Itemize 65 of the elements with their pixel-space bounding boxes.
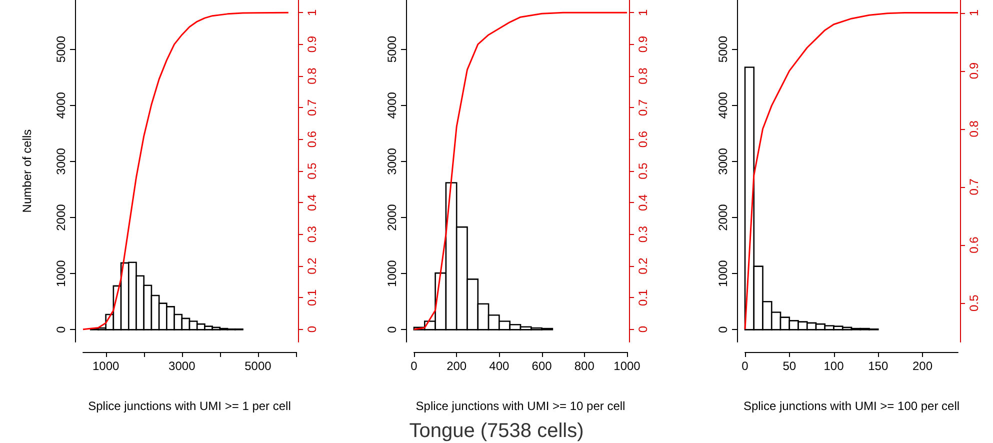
y-tick-label: 2000 bbox=[385, 204, 399, 231]
x-axis-title: Splice junctions with UMI >= 10 per cell bbox=[416, 399, 626, 413]
y-tick-label: 0 bbox=[54, 326, 68, 334]
y-tick-label: 5000 bbox=[54, 36, 68, 63]
x-tick-label: 200 bbox=[912, 359, 933, 373]
y2-tick-label: 0.8 bbox=[305, 67, 319, 84]
x-tick-label: 0 bbox=[742, 359, 749, 373]
x-axis-title: Splice junctions with UMI >= 100 per cell bbox=[743, 399, 960, 413]
y2-tick-label: 0.3 bbox=[636, 226, 650, 243]
y2-tick-label: 0.1 bbox=[305, 289, 319, 306]
y2-tick-label: 0.2 bbox=[305, 257, 319, 274]
x-tick-label: 600 bbox=[532, 359, 552, 373]
y2-tick-label: 0.7 bbox=[305, 99, 319, 116]
y2-tick-label: 0.6 bbox=[636, 130, 650, 148]
y2-tick-label: 0.7 bbox=[967, 178, 981, 196]
y2-tick-label: 0.9 bbox=[967, 62, 981, 80]
y-tick-label: 4000 bbox=[385, 92, 399, 119]
y2-tick-label: 1 bbox=[636, 9, 650, 16]
y-tick-label: 2000 bbox=[716, 204, 730, 231]
x-tick-label: 50 bbox=[782, 359, 796, 373]
y2-tick-label: 0.4 bbox=[305, 194, 319, 212]
y2-tick-label: 0.8 bbox=[967, 120, 981, 138]
y-tick-label: 0 bbox=[716, 326, 730, 334]
y2-tick-label: 0.5 bbox=[967, 294, 981, 312]
y-tick-label: 3000 bbox=[716, 148, 730, 175]
y2-tick-label: 0.5 bbox=[305, 162, 319, 180]
y2-tick-label: 0 bbox=[636, 326, 650, 333]
y2-tick-label: 0.2 bbox=[636, 257, 650, 274]
y2-tick-label: 0.8 bbox=[636, 67, 650, 84]
x-tick-label: 800 bbox=[574, 359, 595, 373]
x-axis-title: Splice junctions with UMI >= 1 per cell bbox=[88, 399, 291, 413]
x-tick-label: 200 bbox=[446, 359, 467, 373]
y-tick-label: 1000 bbox=[716, 260, 730, 287]
y-tick-label: 0 bbox=[385, 326, 399, 334]
x-tick-label: 0 bbox=[410, 359, 418, 373]
x-tick-label: 100 bbox=[824, 359, 844, 373]
x-tick-label: 400 bbox=[489, 359, 510, 373]
y-tick-label: 5000 bbox=[716, 36, 730, 63]
y2-tick-label: 0.7 bbox=[636, 99, 650, 116]
y2-tick-label: 0.6 bbox=[305, 130, 319, 148]
x-tick-label: 5000 bbox=[244, 359, 272, 373]
x-tick-label: 1000 bbox=[92, 359, 120, 373]
y2-tick-label: 0.1 bbox=[636, 289, 650, 306]
y-tick-label: 3000 bbox=[54, 148, 68, 175]
y-tick-label: 4000 bbox=[716, 92, 730, 119]
x-tick-label: 3000 bbox=[168, 359, 196, 373]
y2-tick-label: 0.3 bbox=[305, 226, 319, 243]
y2-tick-label: 0.6 bbox=[967, 236, 981, 254]
y-tick-label: 4000 bbox=[54, 92, 68, 119]
y2-tick-label: 0.5 bbox=[636, 162, 650, 180]
y2-tick-label: 0.9 bbox=[305, 36, 319, 53]
text: Tongue (7538 cells) bbox=[409, 420, 584, 442]
x-tick-label: 1000 bbox=[614, 359, 641, 373]
y2-tick-label: 0.9 bbox=[636, 36, 650, 53]
y-tick-label: 1000 bbox=[54, 260, 68, 287]
y-tick-label: 5000 bbox=[385, 36, 399, 63]
y-tick-label: 1000 bbox=[385, 260, 399, 287]
y2-tick-label: 0.4 bbox=[636, 194, 650, 212]
y-tick-label: 2000 bbox=[54, 204, 68, 231]
y-tick-label: 3000 bbox=[385, 148, 399, 175]
y2-tick-label: 0 bbox=[305, 326, 319, 333]
y2-tick-label: 1 bbox=[305, 9, 319, 16]
y2-tick-label: 1 bbox=[967, 9, 981, 16]
y-axis-title: Number of cells bbox=[20, 129, 34, 213]
x-tick-label: 150 bbox=[868, 359, 888, 373]
